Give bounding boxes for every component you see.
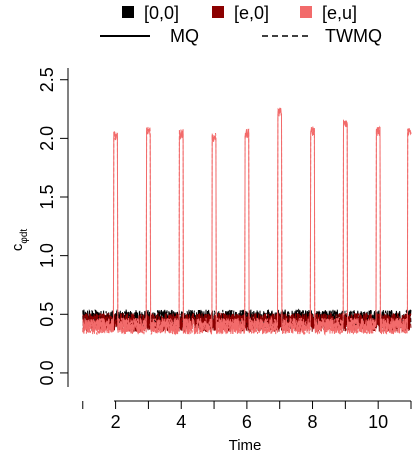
legend-label-e-u: [e,u]	[322, 3, 357, 23]
series-line	[82, 107, 412, 336]
legend-swatch-0-0	[122, 6, 134, 18]
x-tick-label: 10	[368, 412, 388, 432]
y-tick-label: 1.0	[37, 243, 57, 268]
y-axis-title-main: c	[9, 243, 26, 251]
legend-label-mq: MQ	[170, 26, 199, 46]
legend-swatch-e-0	[212, 6, 224, 18]
y-tick-label: 0.0	[37, 360, 57, 385]
y-tick-label: 0.5	[37, 302, 57, 327]
legend-label-e-0: [e,0]	[234, 3, 269, 23]
x-tick-label: 2	[111, 412, 121, 432]
y-tick-label: 2.5	[37, 67, 57, 92]
y-tick-label: 2.0	[37, 126, 57, 151]
y-axis: 0.0 0.5 1.0 1.5 2.0 2.5	[37, 67, 69, 387]
svg-text:cφdt: cφdt	[9, 229, 30, 252]
series-line	[82, 308, 412, 330]
legend-label-0-0: [0,0]	[144, 3, 179, 23]
series-layer	[82, 107, 412, 336]
x-tick-label: 4	[176, 412, 186, 432]
x-axis: 2 4 6 8 10	[82, 400, 412, 432]
legend: [0,0] [e,0] [e,u] MQ TWMQ	[100, 3, 382, 46]
x-tick-label: 6	[242, 412, 252, 432]
series-line	[82, 107, 412, 336]
legend-label-twmq: TWMQ	[325, 26, 382, 46]
x-tick-label: 8	[308, 412, 318, 432]
x-axis-title: Time	[229, 437, 262, 454]
y-axis-title: cφdt	[9, 229, 30, 252]
y-tick-label: 1.5	[37, 184, 57, 209]
legend-swatch-e-u	[300, 6, 312, 18]
y-axis-title-subscript: φdt	[19, 229, 30, 244]
